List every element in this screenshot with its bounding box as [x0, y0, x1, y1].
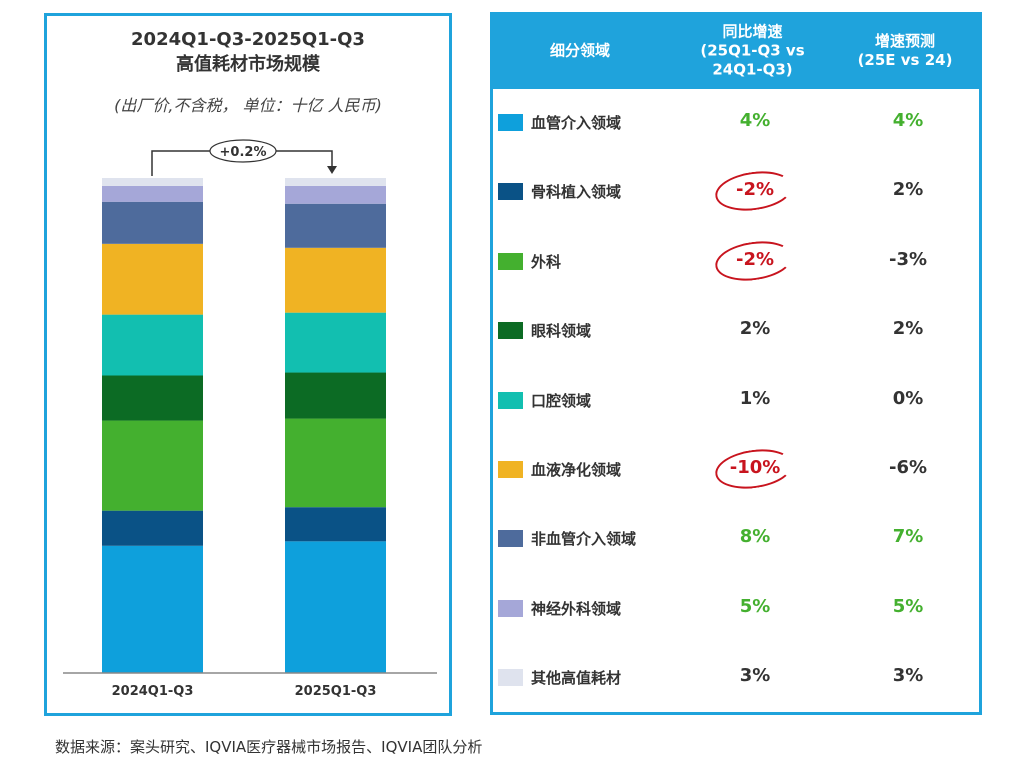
forecast-value: 0%: [892, 387, 924, 409]
chart-panel: 2024Q1-Q3-2025Q1-Q3 高值耗材市场规模 (出厂价,不含税， 单…: [44, 13, 452, 716]
forecast-value: 4%: [892, 110, 924, 131]
bar-segment: [285, 203, 386, 248]
forecast-value: 7%: [892, 526, 924, 548]
table-row: 其他高值耗材 3% 3%: [493, 662, 979, 692]
table-row: 外科 -2% -3%: [493, 236, 979, 286]
segment-name: 血液净化领域: [531, 461, 622, 479]
segment-name: 口腔领域: [531, 391, 592, 410]
segment-name: 外科: [531, 252, 562, 271]
forecast-value: -3%: [888, 248, 928, 270]
bar-segment: [285, 185, 386, 204]
legend-swatch: [498, 530, 523, 548]
x-tick-label: 2024Q1-Q3: [112, 684, 194, 699]
bar-segment: [285, 507, 386, 542]
table-row: 神经外科领域 5% 5%: [493, 593, 979, 623]
yoy-value: -2%: [735, 248, 775, 270]
table-row: 眼科领域 2% 2%: [493, 315, 979, 345]
bar-segment: [285, 178, 386, 186]
forecast-value: -6%: [888, 457, 928, 478]
bar-segment: [102, 314, 203, 376]
legend-swatch: [498, 669, 523, 687]
bar-segment: [285, 372, 386, 419]
segment-name: 血管介入领域: [531, 114, 622, 132]
legend-swatch: [498, 114, 523, 131]
forecast-value: 2%: [892, 179, 924, 201]
x-tick-label: 2025Q1-Q3: [295, 684, 377, 699]
yoy-value: 3%: [739, 665, 771, 687]
header-forecast: 增速预测 (25E vs 24): [857, 31, 953, 69]
segment-name: 眼科领域: [531, 322, 592, 341]
bar-segment: [102, 375, 203, 421]
yoy-value: -10%: [729, 457, 781, 478]
header-segment: 细分领域: [549, 41, 610, 59]
segment-name: 骨科植入领域: [531, 183, 622, 202]
chart-subtitle: (出厂价,不含税， 单位：十亿 人民币): [114, 96, 382, 115]
bar-segment: [102, 243, 203, 315]
forecast-value: 5%: [892, 595, 924, 617]
yoy-value: 8%: [739, 526, 771, 548]
chart-title-line1: 2024Q1-Q3-2025Q1-Q3: [131, 29, 365, 50]
table-row: 血管介入领域 4% 4%: [493, 107, 979, 137]
growth-badge: [209, 139, 277, 163]
table-row: 血液净化领域 -10% -6%: [493, 444, 979, 494]
bar-segment: [285, 541, 386, 673]
chart-title-line2: 高值耗材市场规模: [176, 54, 320, 75]
arrow-head-icon: [327, 166, 337, 174]
bar-segment: [102, 201, 203, 244]
table-header: 细分领域 同比增速 (25Q1-Q3 vs 24Q1-Q3) 增速预测 (25E…: [490, 12, 982, 89]
table-row: 口腔领域 1% 0%: [493, 385, 979, 415]
legend-swatch: [498, 391, 523, 409]
segment-name: 神经外科领域: [531, 599, 622, 618]
yoy-value: 4%: [739, 110, 771, 131]
bar-segment: [102, 510, 203, 546]
table-row: 骨科植入领域 -2% 2%: [493, 167, 979, 216]
bar-segment: [285, 418, 386, 508]
forecast-value: 2%: [892, 318, 924, 340]
forecast-value: 3%: [892, 665, 924, 687]
yoy-value: 1%: [739, 387, 771, 409]
header-yoy: 同比增速 (25Q1-Q3 vs 24Q1-Q3): [700, 22, 805, 78]
bar-segment: [102, 420, 203, 511]
source-footnote: 数据来源：案头研究、IQVIA医疗器械市场报告、IQVIA团队分析: [55, 738, 483, 756]
yoy-value: 5%: [739, 595, 771, 617]
legend-swatch: [498, 252, 523, 270]
table-row: 非血管介入领域 8% 7%: [493, 523, 979, 553]
bar-segment: [102, 178, 203, 186]
segment-name: 其他高值耗材: [531, 669, 622, 688]
bar-segment: [285, 247, 386, 313]
growth-label: +0.2%: [220, 145, 267, 160]
bar-segment: [285, 312, 386, 373]
stacked-bar-chart: 2024Q1-Q3 2025Q1-Q3 +0.2%: [63, 139, 437, 699]
growth-table: 细分领域 同比增速 (25Q1-Q3 vs 24Q1-Q3) 增速预测 (25E…: [490, 12, 982, 715]
legend-swatch: [498, 322, 523, 340]
legend-swatch: [498, 599, 523, 617]
legend-swatch: [498, 461, 523, 478]
bar-segment: [102, 545, 203, 673]
yoy-value: 2%: [739, 318, 771, 340]
bar-segment: [102, 185, 203, 202]
yoy-value: -2%: [735, 179, 775, 201]
segment-name: 非血管介入领域: [531, 530, 637, 549]
legend-swatch: [498, 183, 523, 201]
